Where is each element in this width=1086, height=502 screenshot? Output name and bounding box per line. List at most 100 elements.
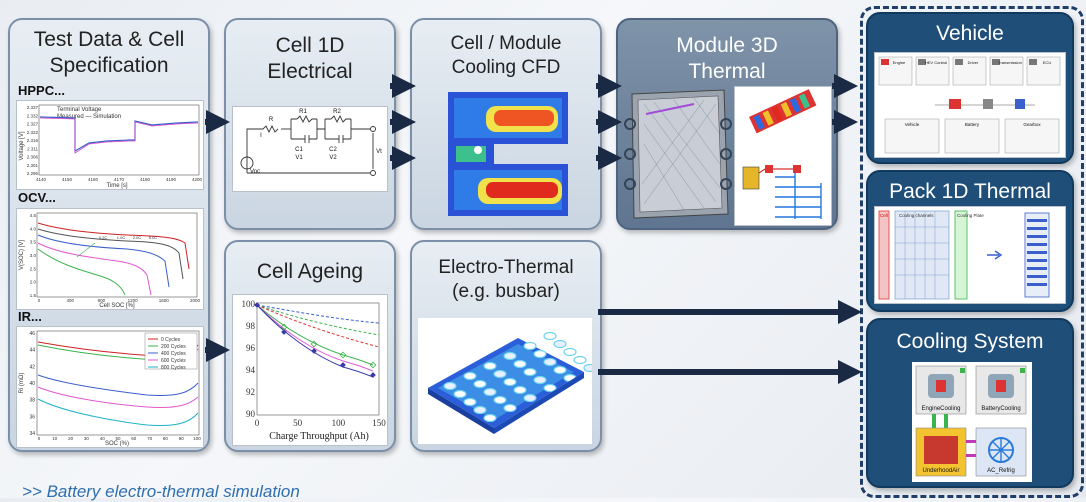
- ir-legend-entry: 200 Cycles: [161, 344, 186, 350]
- caption: >> Battery electro-thermal simulation: [22, 482, 300, 501]
- ageing-y-tick: 96: [246, 343, 256, 353]
- busbar-hole: [483, 413, 497, 423]
- busbar-hole: [573, 355, 587, 365]
- ocv-x-tick: 1600: [159, 298, 170, 303]
- ir-x-tick: 90: [179, 436, 185, 441]
- hppc-chart-svg: Terminal Voltage Measured — Simulation 2…: [19, 104, 203, 189]
- test-data-title-line2: Specification: [49, 54, 169, 77]
- ageing-x-tick: 50: [293, 418, 303, 428]
- pack-labels: Cell Cooling channels Cooling Plate: [880, 213, 984, 218]
- electro-thermal-box: Electro-Thermal (e.g. busbar): [410, 240, 602, 452]
- ocv-y-tick: 4.0: [30, 226, 37, 231]
- module-mesh-svg: [624, 89, 732, 219]
- ir-x-tick: 50: [115, 436, 121, 441]
- vehicle-block-label: Driver: [968, 60, 979, 65]
- hppc-y-ticks: 2.337 2.332 2.327 2.322 2.316 2.311 2.306 2.301…: [27, 105, 39, 176]
- busbar-hole: [483, 387, 497, 397]
- hppc-y-tick: 2.337: [27, 105, 39, 110]
- ageing-x-tick: 100: [332, 418, 346, 428]
- vehicle-block-icon: [992, 59, 1000, 65]
- ageing-x-tick: 150: [372, 418, 386, 428]
- vehicle-block: [884, 118, 940, 154]
- busbar-holes: [443, 331, 597, 423]
- ageing-xlabel: Charge Throughput (Ah): [269, 431, 369, 442]
- cell-ageing-box: Cell Ageing 100 98 96 94 92 90 0 50 100 150: [224, 240, 396, 452]
- cooling-label: BatteryCooling: [981, 406, 1020, 412]
- ir-x-tick: 0: [38, 436, 41, 441]
- busbar-hole: [483, 361, 497, 371]
- pack-label: Cell: [880, 213, 888, 218]
- ir-x-tick: 100: [193, 436, 201, 441]
- ocv-annotation: 2.0C: [133, 235, 142, 240]
- cell-1d-title-line2: Electrical: [267, 60, 353, 83]
- ocv-y-tick: 3.5: [30, 240, 37, 245]
- module-views-svg: [742, 89, 822, 219]
- busbar-hole: [503, 351, 517, 361]
- ageing-y-tick: 90: [246, 409, 256, 419]
- test-data-box: Test Data & Cell Specification HPPC... T…: [8, 18, 210, 452]
- hppc-legend-series: Measured — Simulation: [57, 114, 121, 120]
- cooling-system-title: Cooling System: [896, 330, 1044, 353]
- ir-legend-entry: 0 Cycles: [161, 337, 181, 343]
- electro-thermal-title-line1: Electro-Thermal: [438, 257, 574, 278]
- busbar-hole: [503, 377, 517, 387]
- hppc-y-tick: 2.301: [27, 163, 39, 168]
- vehicle-block-label: ECU: [1043, 60, 1052, 65]
- pack-label: Cooling Plate: [957, 213, 984, 218]
- cooling-cfd-title-line1: Cell / Module: [450, 33, 562, 54]
- ir-x-tick: 30: [84, 436, 90, 441]
- ir-legend-entry: 800 Cycles: [161, 365, 186, 371]
- ageing-y-tick: 94: [246, 365, 256, 375]
- busbar-svg: [428, 331, 597, 434]
- hppc-y-tick: 2.306: [27, 155, 39, 160]
- vehicle-block-label: HEV Control: [925, 60, 947, 65]
- ageing-x-ticks: 0 50 100 150: [255, 418, 387, 428]
- circuit-label: Voc: [250, 169, 260, 175]
- ir-chart-svg: 46 44 42 40 38 36 34 0 10 20 30 40 50 60 70 80 90 100 0 …: [19, 330, 202, 447]
- hppc-y-tick: 2.322: [27, 130, 39, 135]
- busbar-hole: [563, 347, 577, 357]
- hppc-y-tick: 2.332: [27, 113, 39, 118]
- busbar-hole: [533, 375, 547, 385]
- ocv-x-tick: 0: [38, 298, 41, 303]
- hppc-y-tick: 2.311: [27, 146, 38, 151]
- ir-x-ticks: 0 10 20 30 40 50 60 70 80 90 100: [38, 436, 202, 441]
- hppc-chart: Terminal Voltage Measured — Simulation 2…: [16, 100, 204, 190]
- circuit-label: C2: [329, 147, 337, 153]
- system-level-group: [860, 6, 1084, 498]
- module-3d-mesh: [624, 84, 732, 224]
- ir-x-tick: 10: [52, 436, 58, 441]
- circuit-labels: R I R1 R2 C1 C2 V1 V2 Vt Voc: [250, 109, 382, 175]
- ir-y-tick: 46: [29, 331, 35, 337]
- hppc-legend-title: Terminal Voltage: [57, 107, 102, 113]
- vehicle-model-diagram: Engine HEV Control Driver Transmission ECU V…: [874, 52, 1066, 158]
- ocv-ylabel: V(SOC) [V]: [19, 240, 25, 270]
- busbar-hole: [513, 359, 527, 369]
- ocv-chart-svg: 4.5 4.0 3.5 3.0 2.5 2.0 1.5 0 400 800 1200 1600 200…: [19, 212, 201, 309]
- ageing-y-tick: 98: [246, 321, 256, 331]
- ageing-x-tick: 0: [255, 418, 260, 428]
- hppc-y-tick: 2.327: [27, 122, 39, 127]
- cooling-label: EngineCooling: [921, 406, 960, 412]
- ir-xlabel: SOC (%): [105, 441, 129, 447]
- hppc-x-tick: 4150: [62, 177, 73, 182]
- busbar-hole: [463, 397, 477, 407]
- ocv-annotation: 1.0C: [117, 235, 126, 240]
- hppc-x-tick: 4140: [36, 177, 47, 182]
- ir-x-tick: 20: [68, 436, 74, 441]
- hppc-y-tick: 2.316: [27, 138, 39, 143]
- busbar-hole: [543, 357, 557, 367]
- ocv-y-tick: 2.5: [30, 266, 37, 271]
- busbar-hole: [533, 349, 547, 359]
- hppc-ylabel: Voltage [V]: [19, 131, 25, 160]
- ocv-x-tick: 400: [66, 298, 74, 303]
- ocv-x-tick: 800: [98, 298, 106, 303]
- ocv-chart: 4.5 4.0 3.5 3.0 2.5 2.0 1.5 0 400 800 1200 1600 200…: [16, 208, 204, 310]
- pack-1d-title: Pack 1D Thermal: [889, 180, 1051, 203]
- cfd-temperature-plot: [442, 86, 574, 222]
- vehicle-block: [878, 56, 913, 86]
- pack-svg: Cell Cooling channels Cooling Plate: [878, 210, 1050, 300]
- circuit-label: V1: [295, 155, 303, 161]
- ocv-y-tick: 1.5: [30, 293, 37, 298]
